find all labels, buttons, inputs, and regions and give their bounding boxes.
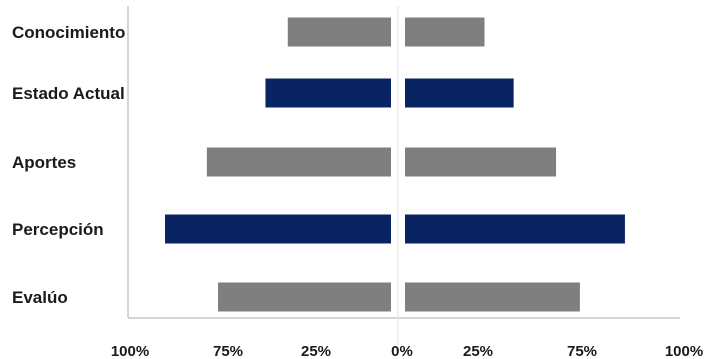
category-labels: Conocimiento Estado Actual Aportes Percepci… (12, 23, 125, 307)
bars-group (165, 17, 625, 312)
x-tick-label: 100% (665, 343, 703, 359)
category-label-aportes: Aportes (12, 153, 76, 172)
x-tick-label: 25% (463, 343, 493, 359)
bar-right-aportes (405, 147, 557, 177)
category-label-percepcion: Percepción (12, 220, 104, 239)
x-tick-labels: 100% 75% 25% 0% 25% 75% 100% (111, 343, 703, 359)
bar-left-conocimiento (287, 17, 391, 47)
category-label-evaluo: Evalúo (12, 288, 68, 307)
bar-right-conocimiento (405, 17, 485, 47)
bar-right-percepcion (405, 214, 625, 244)
x-tick-label: 75% (213, 343, 243, 359)
bar-right-estado-actual (405, 78, 514, 108)
chart-axes (127, 6, 680, 345)
category-label-estado-actual: Estado Actual (12, 84, 125, 103)
x-tick-label: 75% (567, 343, 597, 359)
category-label-conocimiento: Conocimiento (12, 23, 125, 42)
x-tick-label: 100% (111, 343, 149, 359)
x-tick-label: 25% (301, 343, 331, 359)
bar-left-estado-actual (265, 78, 391, 108)
bar-left-percepcion (165, 214, 391, 244)
bar-left-aportes (206, 147, 391, 177)
bar-right-evaluo (405, 282, 580, 312)
x-tick-label: 0% (391, 343, 413, 359)
bar-left-evaluo (218, 282, 391, 312)
